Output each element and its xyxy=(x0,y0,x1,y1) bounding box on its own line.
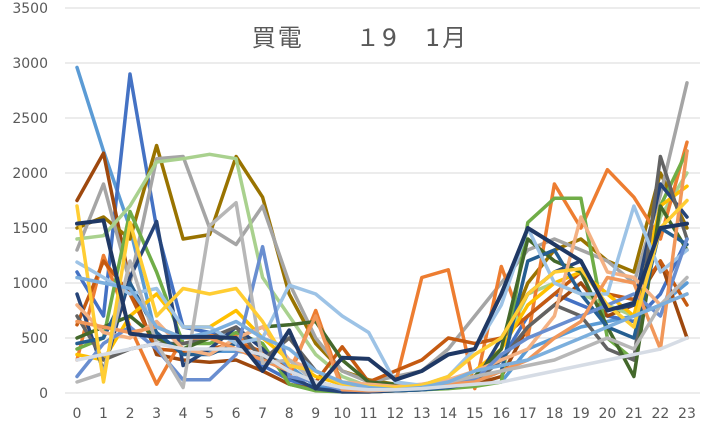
x-tick-label: 16 xyxy=(492,406,510,422)
series-line-23 xyxy=(75,218,689,391)
y-tick-label: 2000 xyxy=(12,166,48,182)
x-tick-label: 19 xyxy=(572,406,590,422)
x-tick-label: 13 xyxy=(413,406,431,422)
x-tick-label: 9 xyxy=(311,406,320,422)
x-tick-label: 3 xyxy=(152,406,161,422)
x-tick-label: 6 xyxy=(232,406,241,422)
series-line-22 xyxy=(75,336,689,392)
x-tick-label: 14 xyxy=(439,406,457,422)
x-tick-label: 18 xyxy=(545,406,563,422)
y-tick-label: 500 xyxy=(21,331,48,347)
x-tick-label: 7 xyxy=(258,406,267,422)
x-tick-label: 2 xyxy=(126,406,135,422)
x-tick-label: 22 xyxy=(652,406,670,422)
x-tick-label: 15 xyxy=(466,406,484,422)
x-tick-label: 21 xyxy=(625,406,643,422)
x-tick-label: 12 xyxy=(386,406,404,422)
series-lines xyxy=(75,65,689,394)
x-tick-label: 1 xyxy=(99,406,108,422)
y-tick-label: 1000 xyxy=(12,276,48,292)
x-tick-label: 5 xyxy=(205,406,214,422)
y-tick-label: 3500 xyxy=(12,1,48,17)
y-tick-label: 0 xyxy=(39,386,48,402)
x-tick-label: 20 xyxy=(598,406,616,422)
x-tick-label: 10 xyxy=(333,406,351,422)
x-tick-label: 11 xyxy=(360,406,378,422)
x-tick-label: 8 xyxy=(285,406,294,422)
y-tick-label: 3000 xyxy=(12,56,48,72)
y-tick-label: 2500 xyxy=(12,111,48,127)
series-line-16 xyxy=(75,204,689,388)
y-tick-label: 1500 xyxy=(12,221,48,237)
x-tick-label: 23 xyxy=(678,406,696,422)
x-tick-label: 4 xyxy=(179,406,188,422)
series-line-5 xyxy=(75,81,689,384)
x-tick-label: 17 xyxy=(519,406,537,422)
chart-title: 買電 １9 1月 xyxy=(251,24,469,52)
x-tick-label: 0 xyxy=(73,406,82,422)
